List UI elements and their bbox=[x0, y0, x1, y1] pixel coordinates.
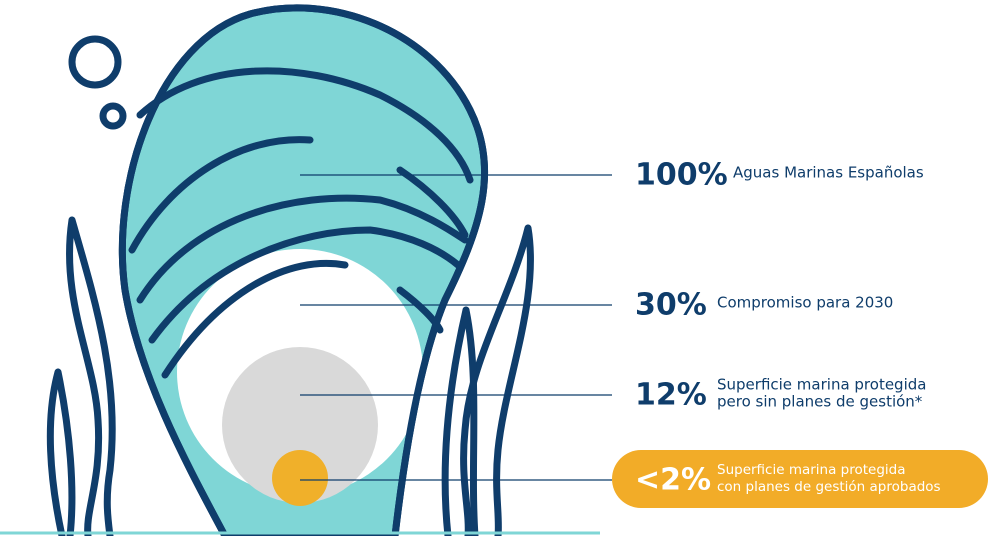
seaweed bbox=[66, 216, 116, 536]
seaweed bbox=[441, 306, 479, 536]
shell-rib bbox=[136, 194, 469, 304]
bubble bbox=[99, 102, 127, 130]
seaweed bbox=[46, 368, 76, 536]
shell-rib bbox=[136, 67, 474, 184]
label: con planes de gestión aprobados bbox=[717, 479, 941, 495]
label: Superficie marina protegida bbox=[717, 376, 926, 394]
value: <2% bbox=[635, 463, 711, 498]
shell-outline bbox=[118, 4, 489, 536]
bubble bbox=[68, 35, 122, 89]
value: 30% bbox=[635, 288, 707, 323]
value: 12% bbox=[635, 378, 707, 413]
shell-rib bbox=[396, 166, 469, 239]
highlight-pill bbox=[612, 450, 988, 508]
label: Aguas Marinas Españolas bbox=[733, 164, 924, 182]
label: Superficie marina protegida bbox=[717, 462, 906, 478]
gray-circle bbox=[222, 347, 378, 503]
shell-rib bbox=[128, 136, 314, 254]
seaweed bbox=[460, 224, 534, 536]
orange-circle bbox=[272, 450, 328, 506]
shell-rib bbox=[161, 259, 349, 379]
shell-rib bbox=[396, 286, 444, 334]
label: Compromiso para 2030 bbox=[717, 294, 893, 312]
value: 100% bbox=[635, 158, 728, 193]
label: pero sin planes de gestión* bbox=[717, 393, 923, 411]
shell-rib bbox=[148, 226, 462, 344]
